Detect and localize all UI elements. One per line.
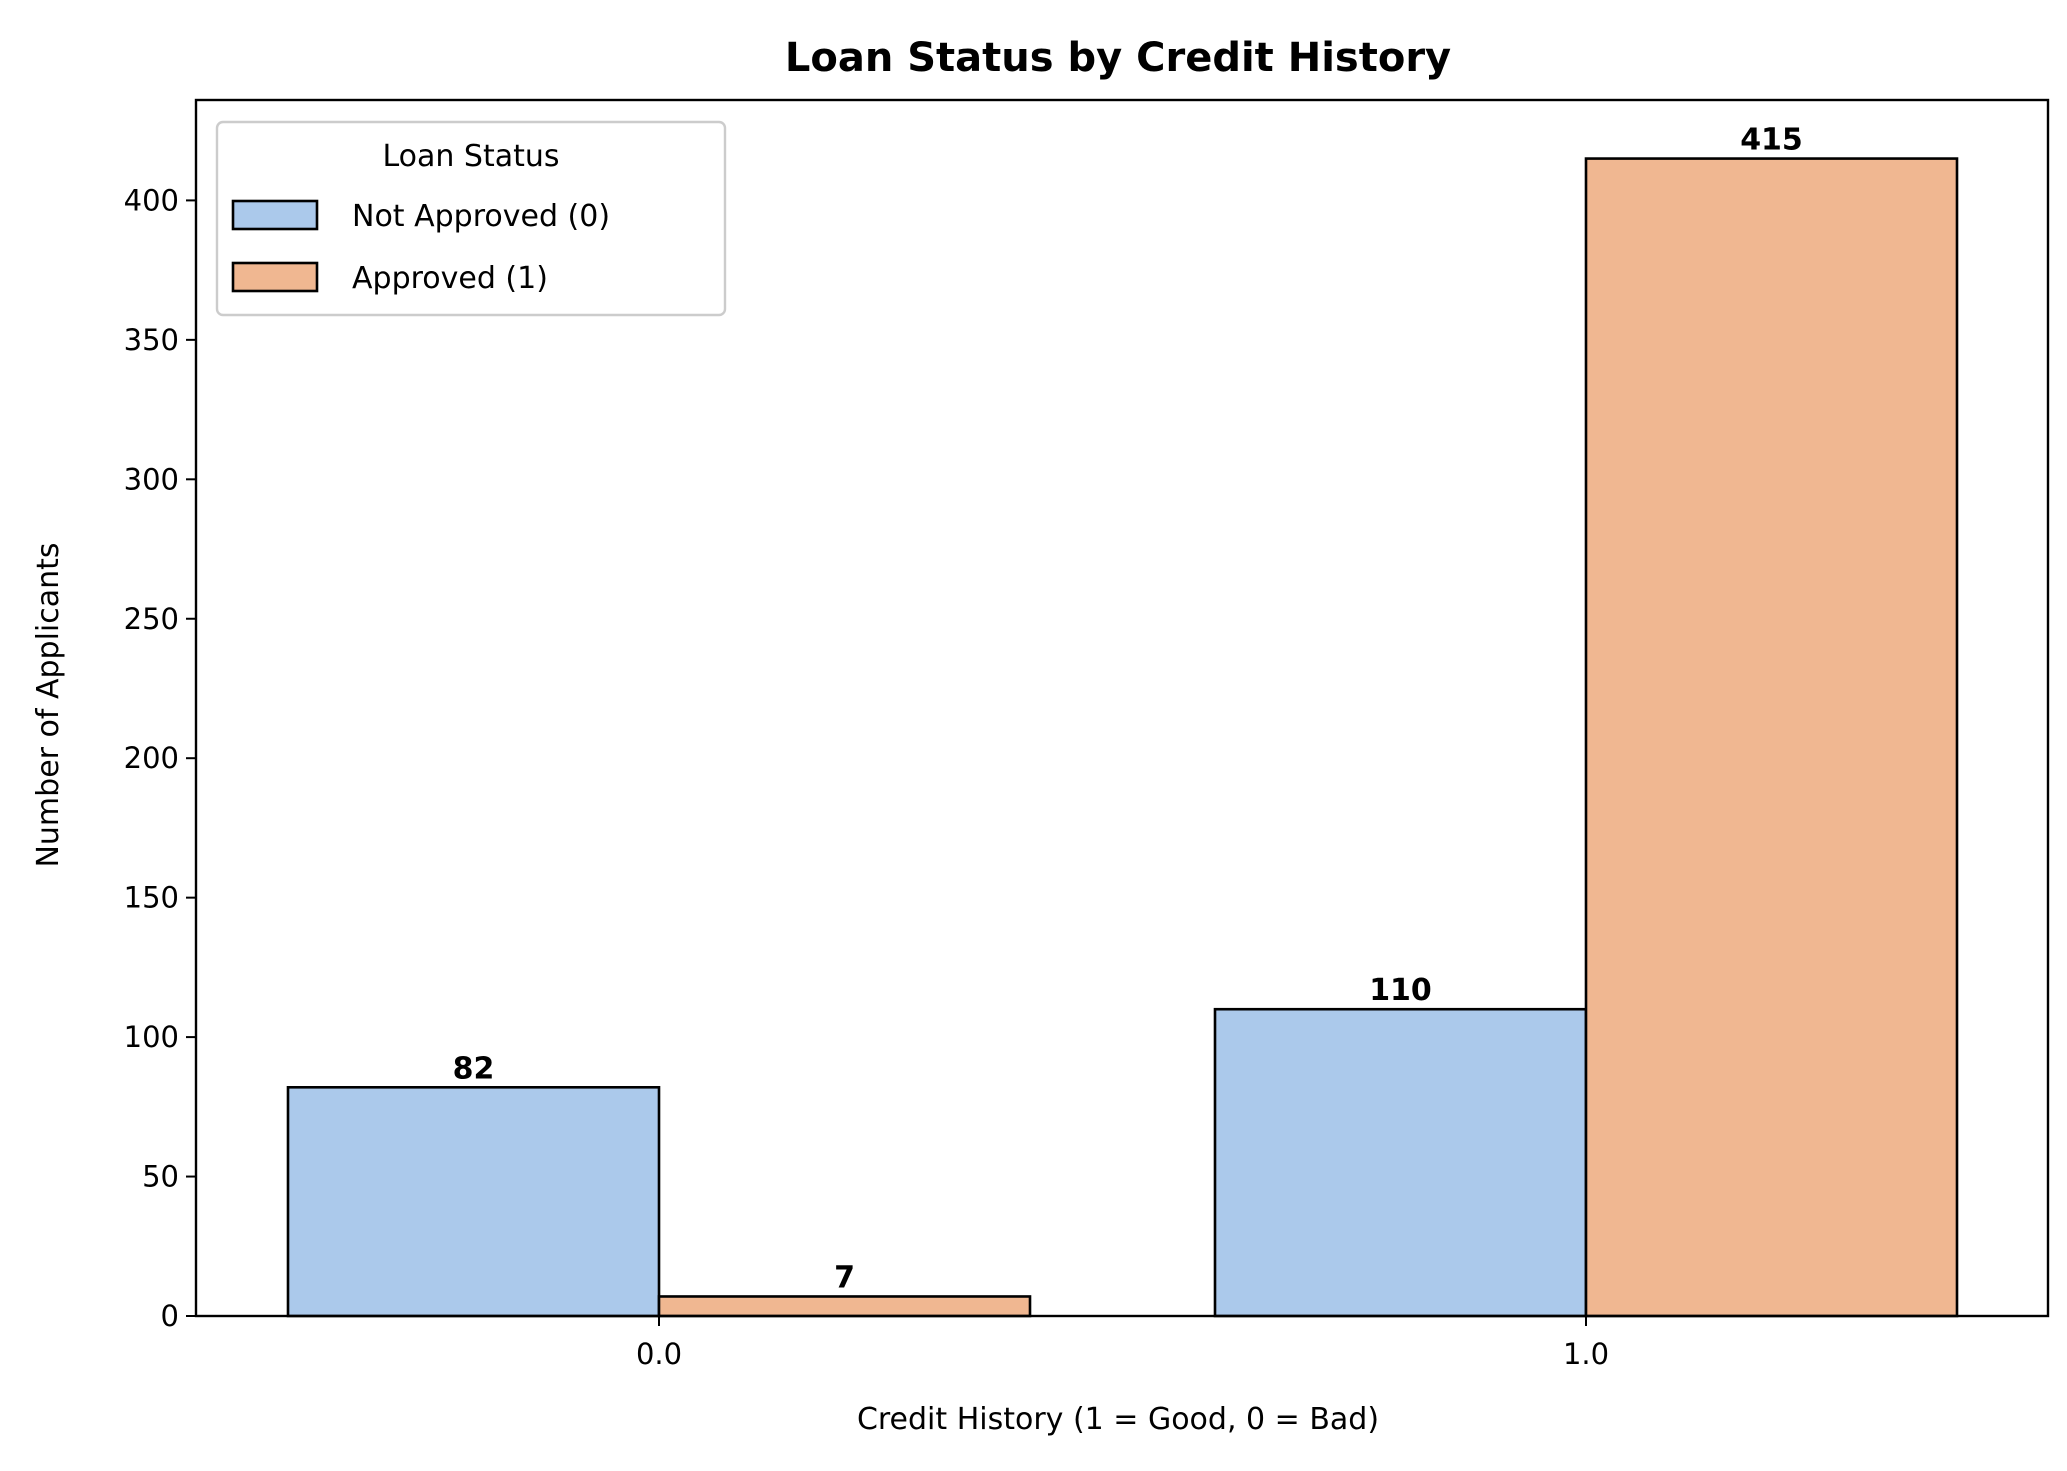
legend-label: Approved (1) [352,261,548,296]
data-label: 110 [1369,973,1432,1008]
data-label: 7 [834,1260,855,1295]
data-label: 82 [453,1051,495,1086]
chart-title: Loan Status by Credit History [785,35,1451,81]
x-axis-label: Credit History (1 = Good, 0 = Bad) [857,1402,1379,1437]
y-tick-label: 350 [124,323,179,357]
legend-swatch [231,199,319,231]
y-tick-label: 250 [124,602,179,636]
plot-frame [194,98,2050,1318]
legend-swatch [231,261,319,293]
bar [657,1295,1032,1318]
y-tick-label: 300 [124,462,179,496]
x-tick-label: 1.0 [1563,1337,1609,1371]
y-tick-label: 150 [124,881,179,915]
legend: Loan Status Not Approved (0) Approved (1) [215,120,727,317]
y-tick-label: 100 [124,1020,179,1054]
y-axis-label: Number of Applicants [31,542,66,867]
y-tick-label: 400 [124,183,179,217]
bar [1584,157,1959,1318]
legend-title: Loan Status [382,139,559,174]
bar [286,1086,661,1318]
legend-box [215,120,727,317]
y-tick-label: 0 [161,1299,179,1333]
y-tick-label: 50 [142,1160,179,1194]
legend-label: Not Approved (0) [352,199,610,234]
data-label: 415 [1740,123,1803,158]
x-tick-label: 0.0 [636,1337,682,1371]
plot-area: 0 50 100 150 200 250 300 350 400 0.0 1.0 82 110 7 415 [124,123,1959,1371]
bar [1213,1007,1588,1318]
y-tick-label: 200 [124,741,179,775]
